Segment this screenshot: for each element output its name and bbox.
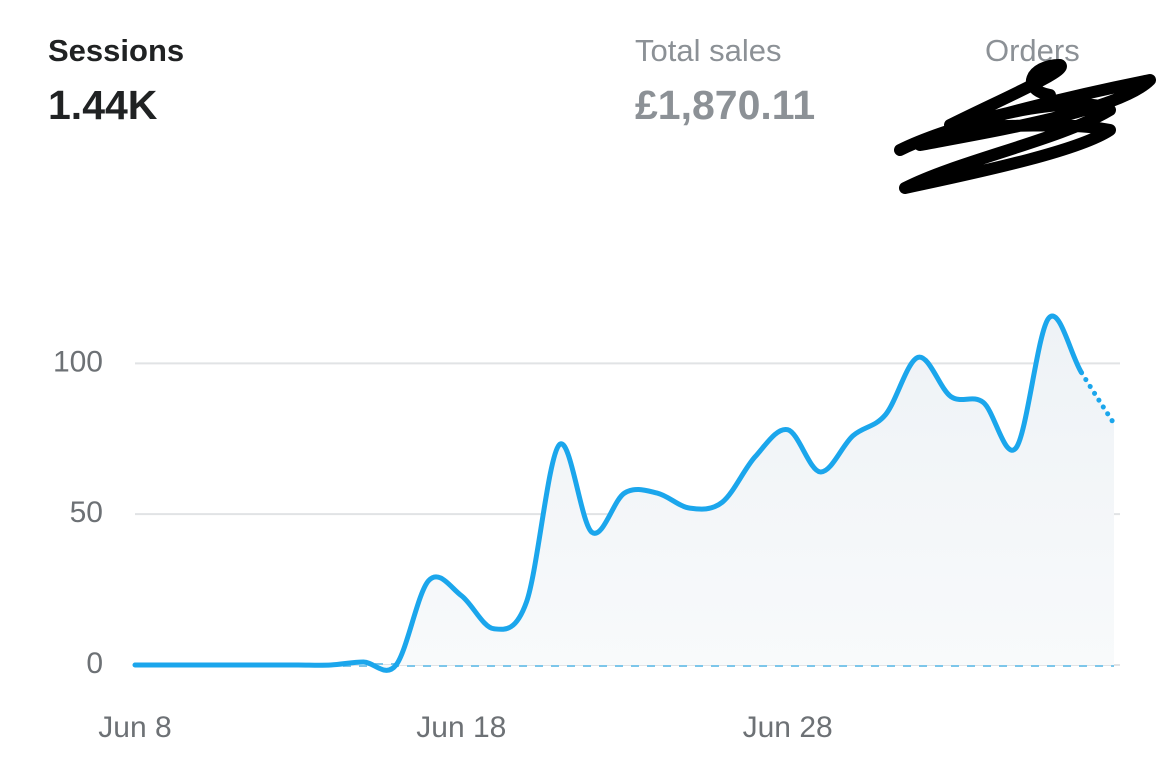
y-tick-label: 0 xyxy=(86,647,103,680)
y-tick-label: 100 xyxy=(53,345,103,378)
metric-label: Total sales xyxy=(635,33,781,68)
line xyxy=(132,313,1117,673)
x-tick-label: Jun 28 xyxy=(743,711,833,744)
y-tick-label: 50 xyxy=(70,496,103,529)
x-tick-label: Jun 18 xyxy=(416,711,506,744)
x-tick-label: Jun 8 xyxy=(98,711,171,744)
redaction-scribble xyxy=(894,59,1156,194)
metric-label: Sessions xyxy=(48,33,184,68)
metric-value: 1.44K xyxy=(48,82,158,128)
metric-value: £1,870.11 xyxy=(635,82,815,128)
